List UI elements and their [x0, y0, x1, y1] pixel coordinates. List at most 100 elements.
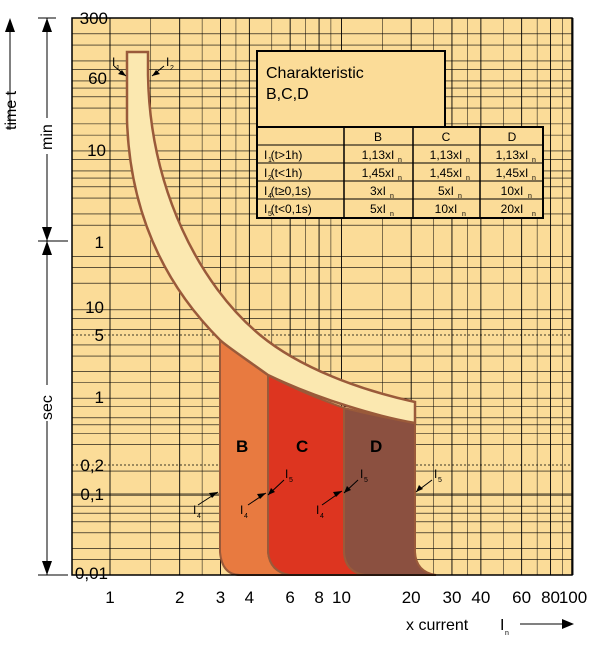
x-tick-6: 6 [285, 588, 294, 607]
svg-text:n: n [390, 193, 394, 200]
y-tick-0-1: 0,1 [80, 485, 104, 504]
table-row-2-b: 1,45xI [362, 166, 395, 180]
zone-b-label: B [236, 437, 248, 456]
zone-b-i4-marker: I 4 [193, 491, 219, 520]
zone-markers: I 4 I 5 I 4 I 5 I 4 [193, 467, 442, 520]
table-row-1-label: I (t>1h) [264, 148, 302, 162]
zone-c-label: C [296, 437, 308, 456]
svg-text:n: n [466, 175, 470, 182]
x-axis-title: x current [406, 617, 469, 634]
x-tick-2: 2 [175, 588, 184, 607]
y-tick-300: 300 [80, 9, 108, 28]
x-tick-3: 3 [216, 588, 225, 607]
i1-marker: I 1 [112, 55, 127, 77]
x-tick-1: 1 [105, 588, 114, 607]
i2-marker: I 2 [151, 55, 174, 77]
svg-text:n: n [532, 175, 536, 182]
svg-text:4: 4 [197, 513, 201, 520]
table-row-3-d: 10xI [501, 184, 524, 198]
svg-text:5: 5 [364, 477, 368, 484]
x-tick-8: 8 [314, 588, 323, 607]
table-title-line1: Charakteristic [266, 65, 364, 82]
svg-text:1: 1 [116, 65, 120, 72]
zone-d-label: D [370, 437, 382, 456]
y-tick-10-sec: 10 [85, 298, 104, 317]
svg-text:I: I [360, 467, 363, 481]
y-tick-1-min: 1 [95, 233, 104, 252]
svg-text:1: 1 [268, 157, 272, 164]
table-row-4-c: 10xI [435, 202, 458, 216]
table-row-2-d: 1,45xI [496, 166, 529, 180]
x-axis-title-subscript: n [505, 630, 509, 637]
svg-text:n: n [532, 211, 536, 218]
table-header-c: C [442, 130, 451, 144]
svg-text:4: 4 [320, 513, 324, 520]
x-tick-80: 80 [541, 588, 560, 607]
svg-text:I: I [112, 55, 115, 69]
y-tick-10-min: 10 [87, 141, 106, 160]
table-row-1-d: 1,13xI [496, 148, 529, 162]
table-title-line2: B,C,D [266, 86, 309, 103]
svg-text:5: 5 [268, 211, 272, 218]
x-axis-title-group: x current I n [406, 617, 574, 637]
table-row-2-label: I (t<1h) [264, 166, 302, 180]
svg-text:n: n [398, 157, 402, 164]
table-row-1-b: 1,13xI [362, 148, 395, 162]
y-axis-sec-label: sec [39, 395, 56, 420]
svg-text:n: n [458, 193, 462, 200]
table-header-d: D [508, 130, 517, 144]
zone-d-i4-marker: I 4 [316, 490, 343, 520]
svg-text:n: n [390, 211, 394, 218]
svg-text:I: I [193, 503, 196, 517]
svg-text:n: n [466, 157, 470, 164]
y-axis-labels: 300 60 10 1 10 5 1 0,2 0,1 0,01 [75, 9, 108, 583]
x-tick-100: 100 [559, 588, 587, 607]
svg-text:n: n [398, 175, 402, 182]
y-axis-title: time t [3, 90, 20, 130]
x-axis-title-symbol: I [500, 617, 504, 634]
svg-text:2: 2 [170, 65, 174, 72]
svg-text:I: I [316, 503, 319, 517]
svg-text:I: I [434, 467, 437, 481]
table-row-4-b: 5xI [370, 202, 386, 216]
x-tick-60: 60 [512, 588, 531, 607]
zone-d-i5-marker: I 5 [415, 467, 442, 493]
y-axis-arrows: time t min sec [3, 17, 68, 576]
svg-text:5: 5 [289, 477, 293, 484]
zone-c-i4-marker: I 4 [240, 492, 267, 520]
y-tick-0-2: 0,2 [80, 456, 104, 475]
y-tick-5-sec: 5 [95, 326, 104, 345]
svg-text:n: n [462, 211, 466, 218]
y-tick-0-01: 0,01 [75, 564, 108, 583]
svg-text:4: 4 [244, 513, 248, 520]
table-row-3-label: I (t≥0,1s) [264, 184, 311, 198]
y-tick-60: 60 [88, 69, 107, 88]
characteristic-table: Charakteristic B,C,D B C D I (t>1h) 1 1,… [256, 50, 544, 219]
table-header-b: B [374, 130, 382, 144]
svg-text:I: I [240, 503, 243, 517]
svg-text:I: I [166, 55, 169, 69]
x-tick-40: 40 [471, 588, 490, 607]
x-tick-10: 10 [332, 588, 351, 607]
table-row-4-label: I (t<0,1s) [264, 202, 312, 216]
y-tick-1-sec: 1 [95, 388, 104, 407]
table-row-2-c: 1,45xI [430, 166, 463, 180]
svg-text:I: I [285, 467, 288, 481]
x-tick-4: 4 [245, 588, 254, 607]
table-row-1-c: 1,13xI [430, 148, 463, 162]
svg-text:5: 5 [438, 477, 442, 484]
x-tick-30: 30 [442, 588, 461, 607]
svg-text:2: 2 [268, 175, 272, 182]
zone-b-i5-marker: I 5 [267, 467, 293, 496]
tripping-band [125, 50, 417, 425]
svg-text:4: 4 [268, 193, 272, 200]
x-tick-20: 20 [402, 588, 421, 607]
y-axis-min-label: min [39, 124, 56, 150]
table-row-4-d: 20xI [501, 202, 524, 216]
table-row-3-c: 5xI [438, 184, 454, 198]
zone-c-i5-marker: I 5 [343, 467, 368, 494]
svg-text:n: n [528, 193, 532, 200]
plot-border [71, 17, 573, 576]
